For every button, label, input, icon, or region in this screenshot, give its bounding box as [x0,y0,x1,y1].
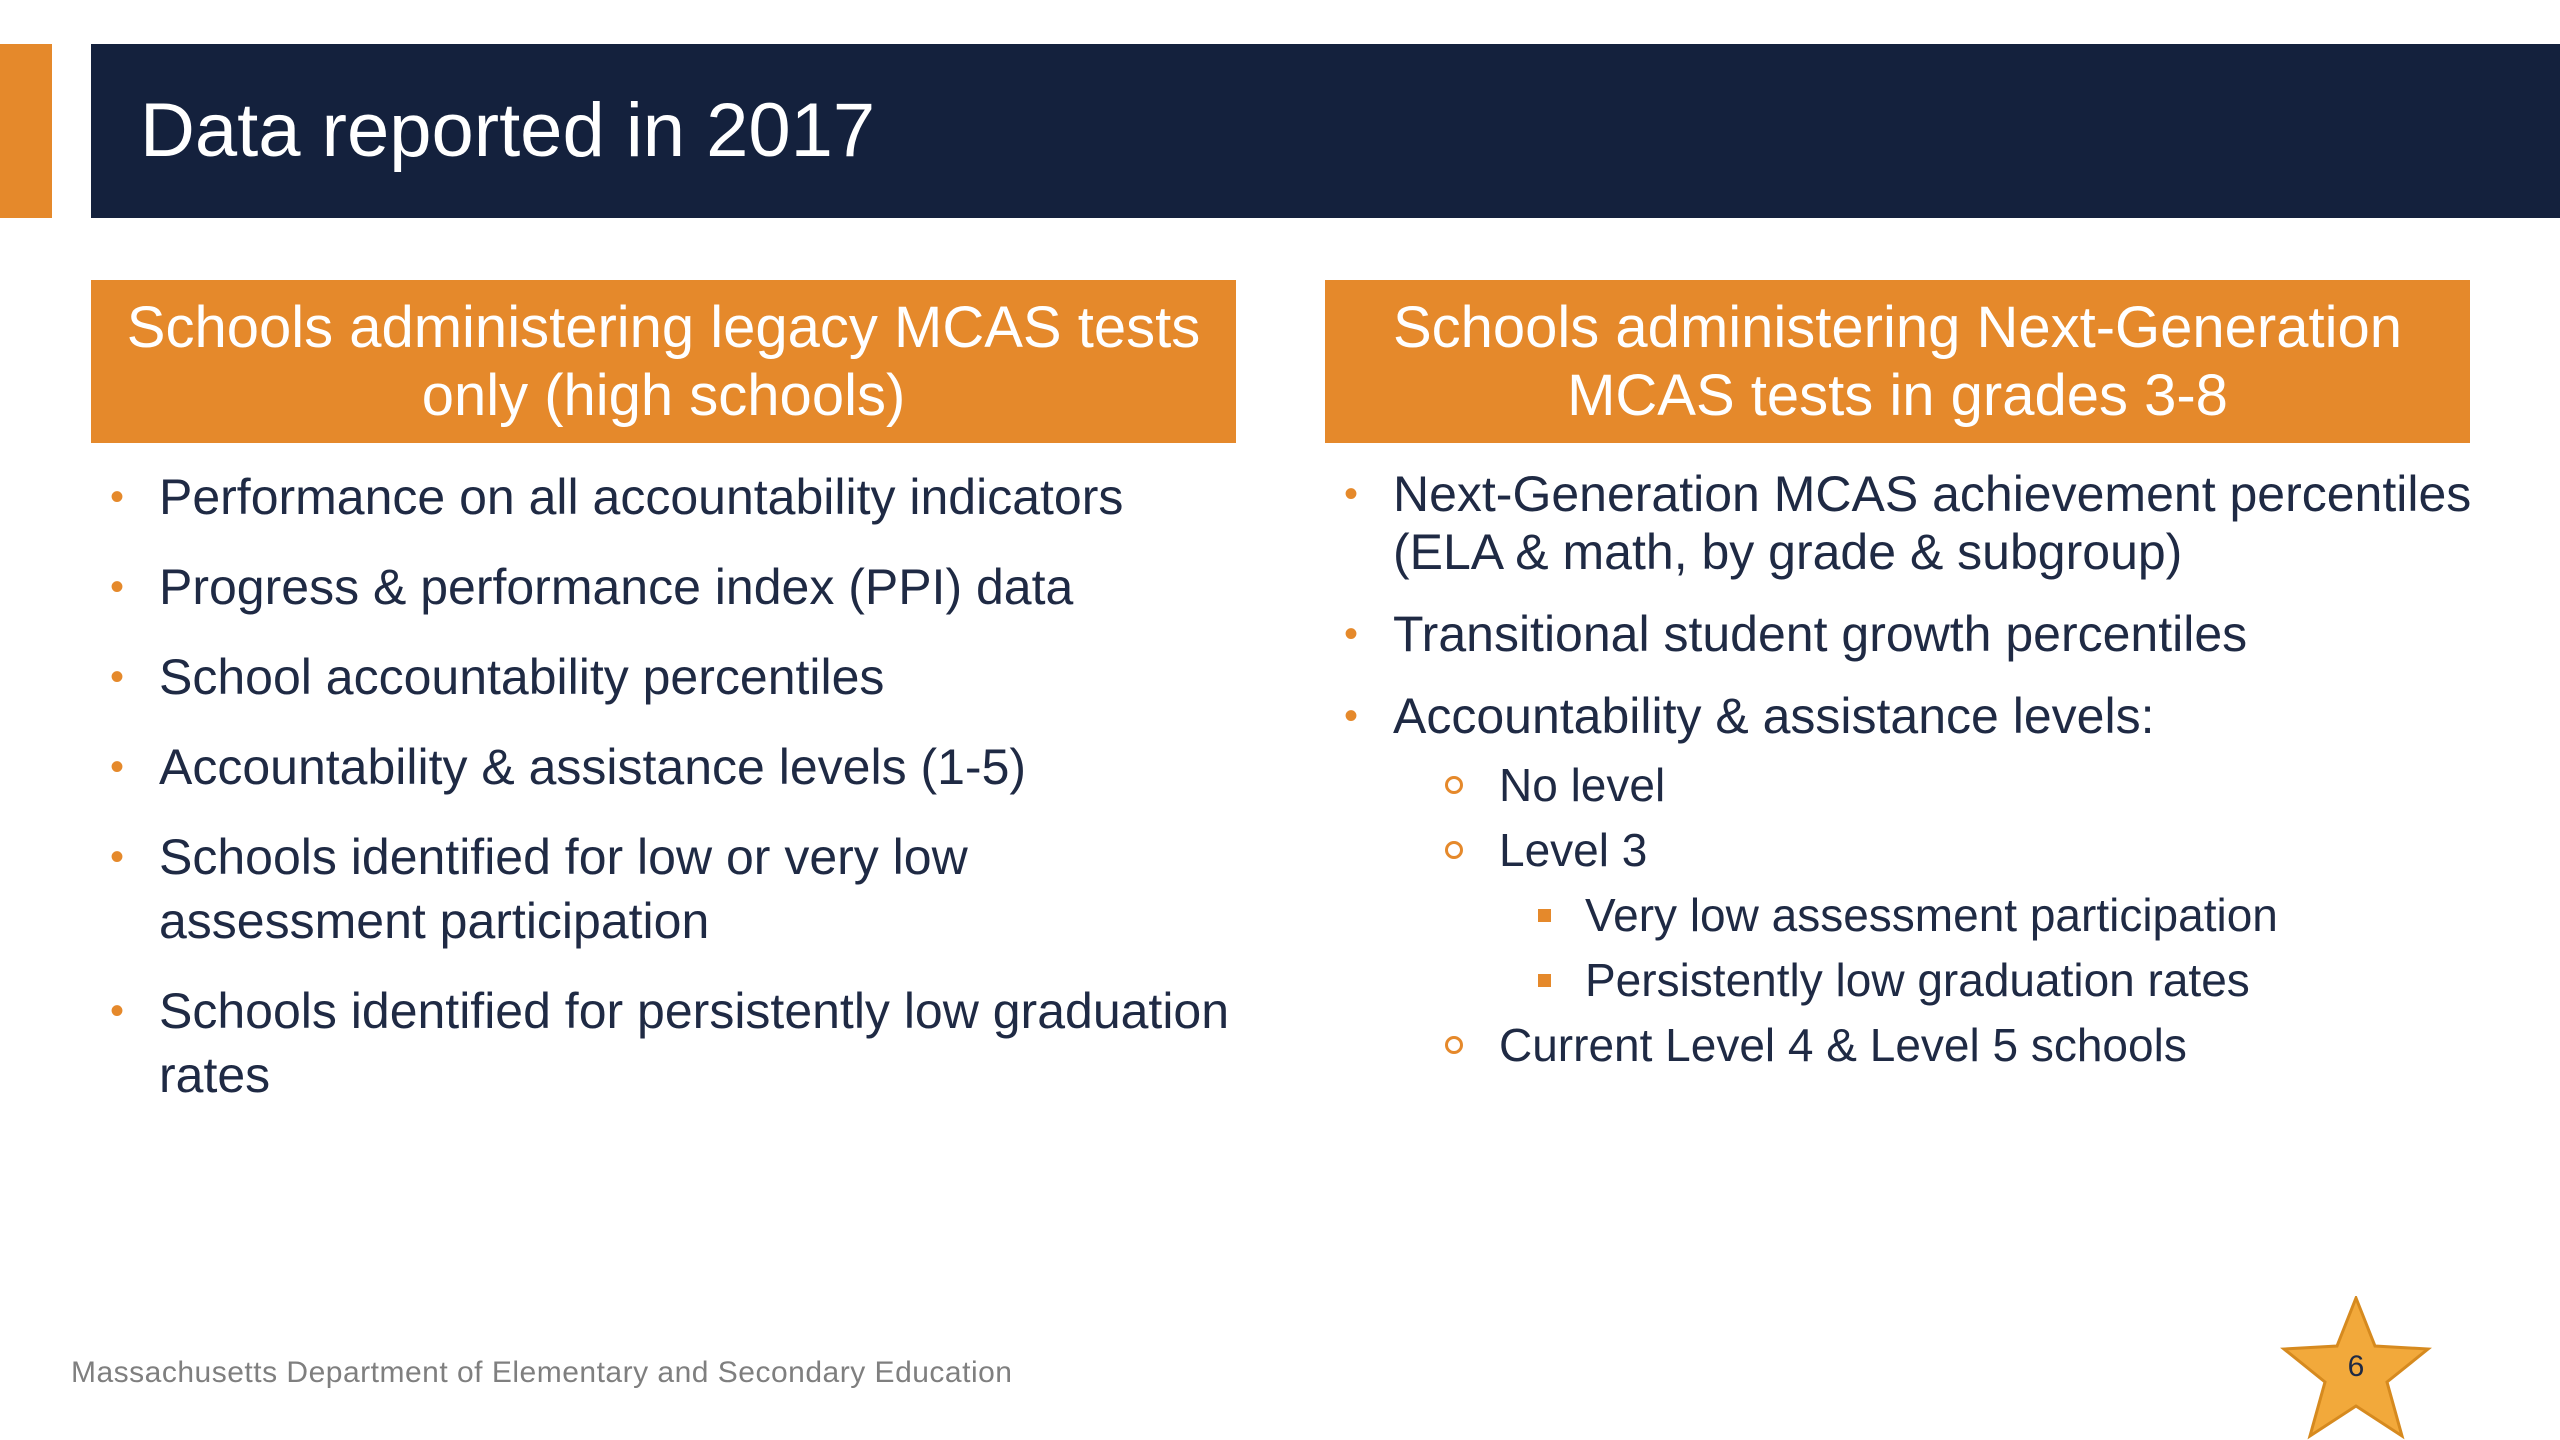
hollow-circle-bullet-icon [1445,841,1463,859]
list-item: • Performance on all accountability indic… [108,465,1248,529]
sub-sub-list-item: Persistently low graduation rates [1342,950,2522,1010]
list-item: • School accountability percentiles [108,645,1248,709]
list-item: • Progress & performance index (PPI) data [108,555,1248,619]
square-bullet-icon [1538,974,1551,987]
list-item: • Next-Generation MCAS achievement percen… [1344,466,2472,580]
bullet-dot-icon: • [110,835,125,879]
bullet-dot-icon: • [110,745,125,789]
star-icon [2280,1296,2432,1440]
sub-sub-list-item: Very low assessment participation [1342,885,2522,945]
bullet-dot-icon: • [110,655,125,699]
title-band [91,44,2560,218]
bullet-dot-icon: • [110,989,125,1033]
page-number: 6 [2347,1350,2365,1383]
right-column-header: Schools administering Next-Generation MC… [1325,280,2470,443]
hollow-circle-bullet-icon [1445,1036,1463,1054]
list-item: • Schools identified for low or very low … [108,825,1248,953]
list-item: • Accountability & assistance levels (1-5… [108,735,1248,799]
bullet-dot-icon: • [1344,694,1359,738]
list-item: • Schools identified for persistently low… [108,979,1248,1107]
bullet-dot-icon: • [110,565,125,609]
bullet-dot-icon: • [1344,472,1359,516]
slide-title: Data reported in 2017 [140,88,876,173]
list-item: • Accountability & assistance levels: [1344,688,2155,744]
sub-list-item: Current Level 4 & Level 5 schools [1342,1015,2522,1075]
sub-list-item: Level 3 [1342,820,2522,880]
title-accent-bar [0,44,52,218]
hollow-circle-bullet-icon [1445,776,1463,794]
left-column-header: Schools administering legacy MCAS tests … [91,280,1236,443]
bullet-dot-icon: • [1344,612,1359,656]
bullet-dot-icon: • [110,475,125,519]
footer-organization: Massachusetts Department of Elementary a… [71,1356,1013,1389]
left-bullet-list: • Performance on all accountability indic… [108,465,1248,1133]
list-item: • Transitional student growth percentiles [1344,606,2248,662]
sub-list-item: No level [1342,755,2522,815]
right-bullet-list: • Next-Generation MCAS achievement percen… [1342,465,2522,1080]
square-bullet-icon [1538,909,1551,922]
